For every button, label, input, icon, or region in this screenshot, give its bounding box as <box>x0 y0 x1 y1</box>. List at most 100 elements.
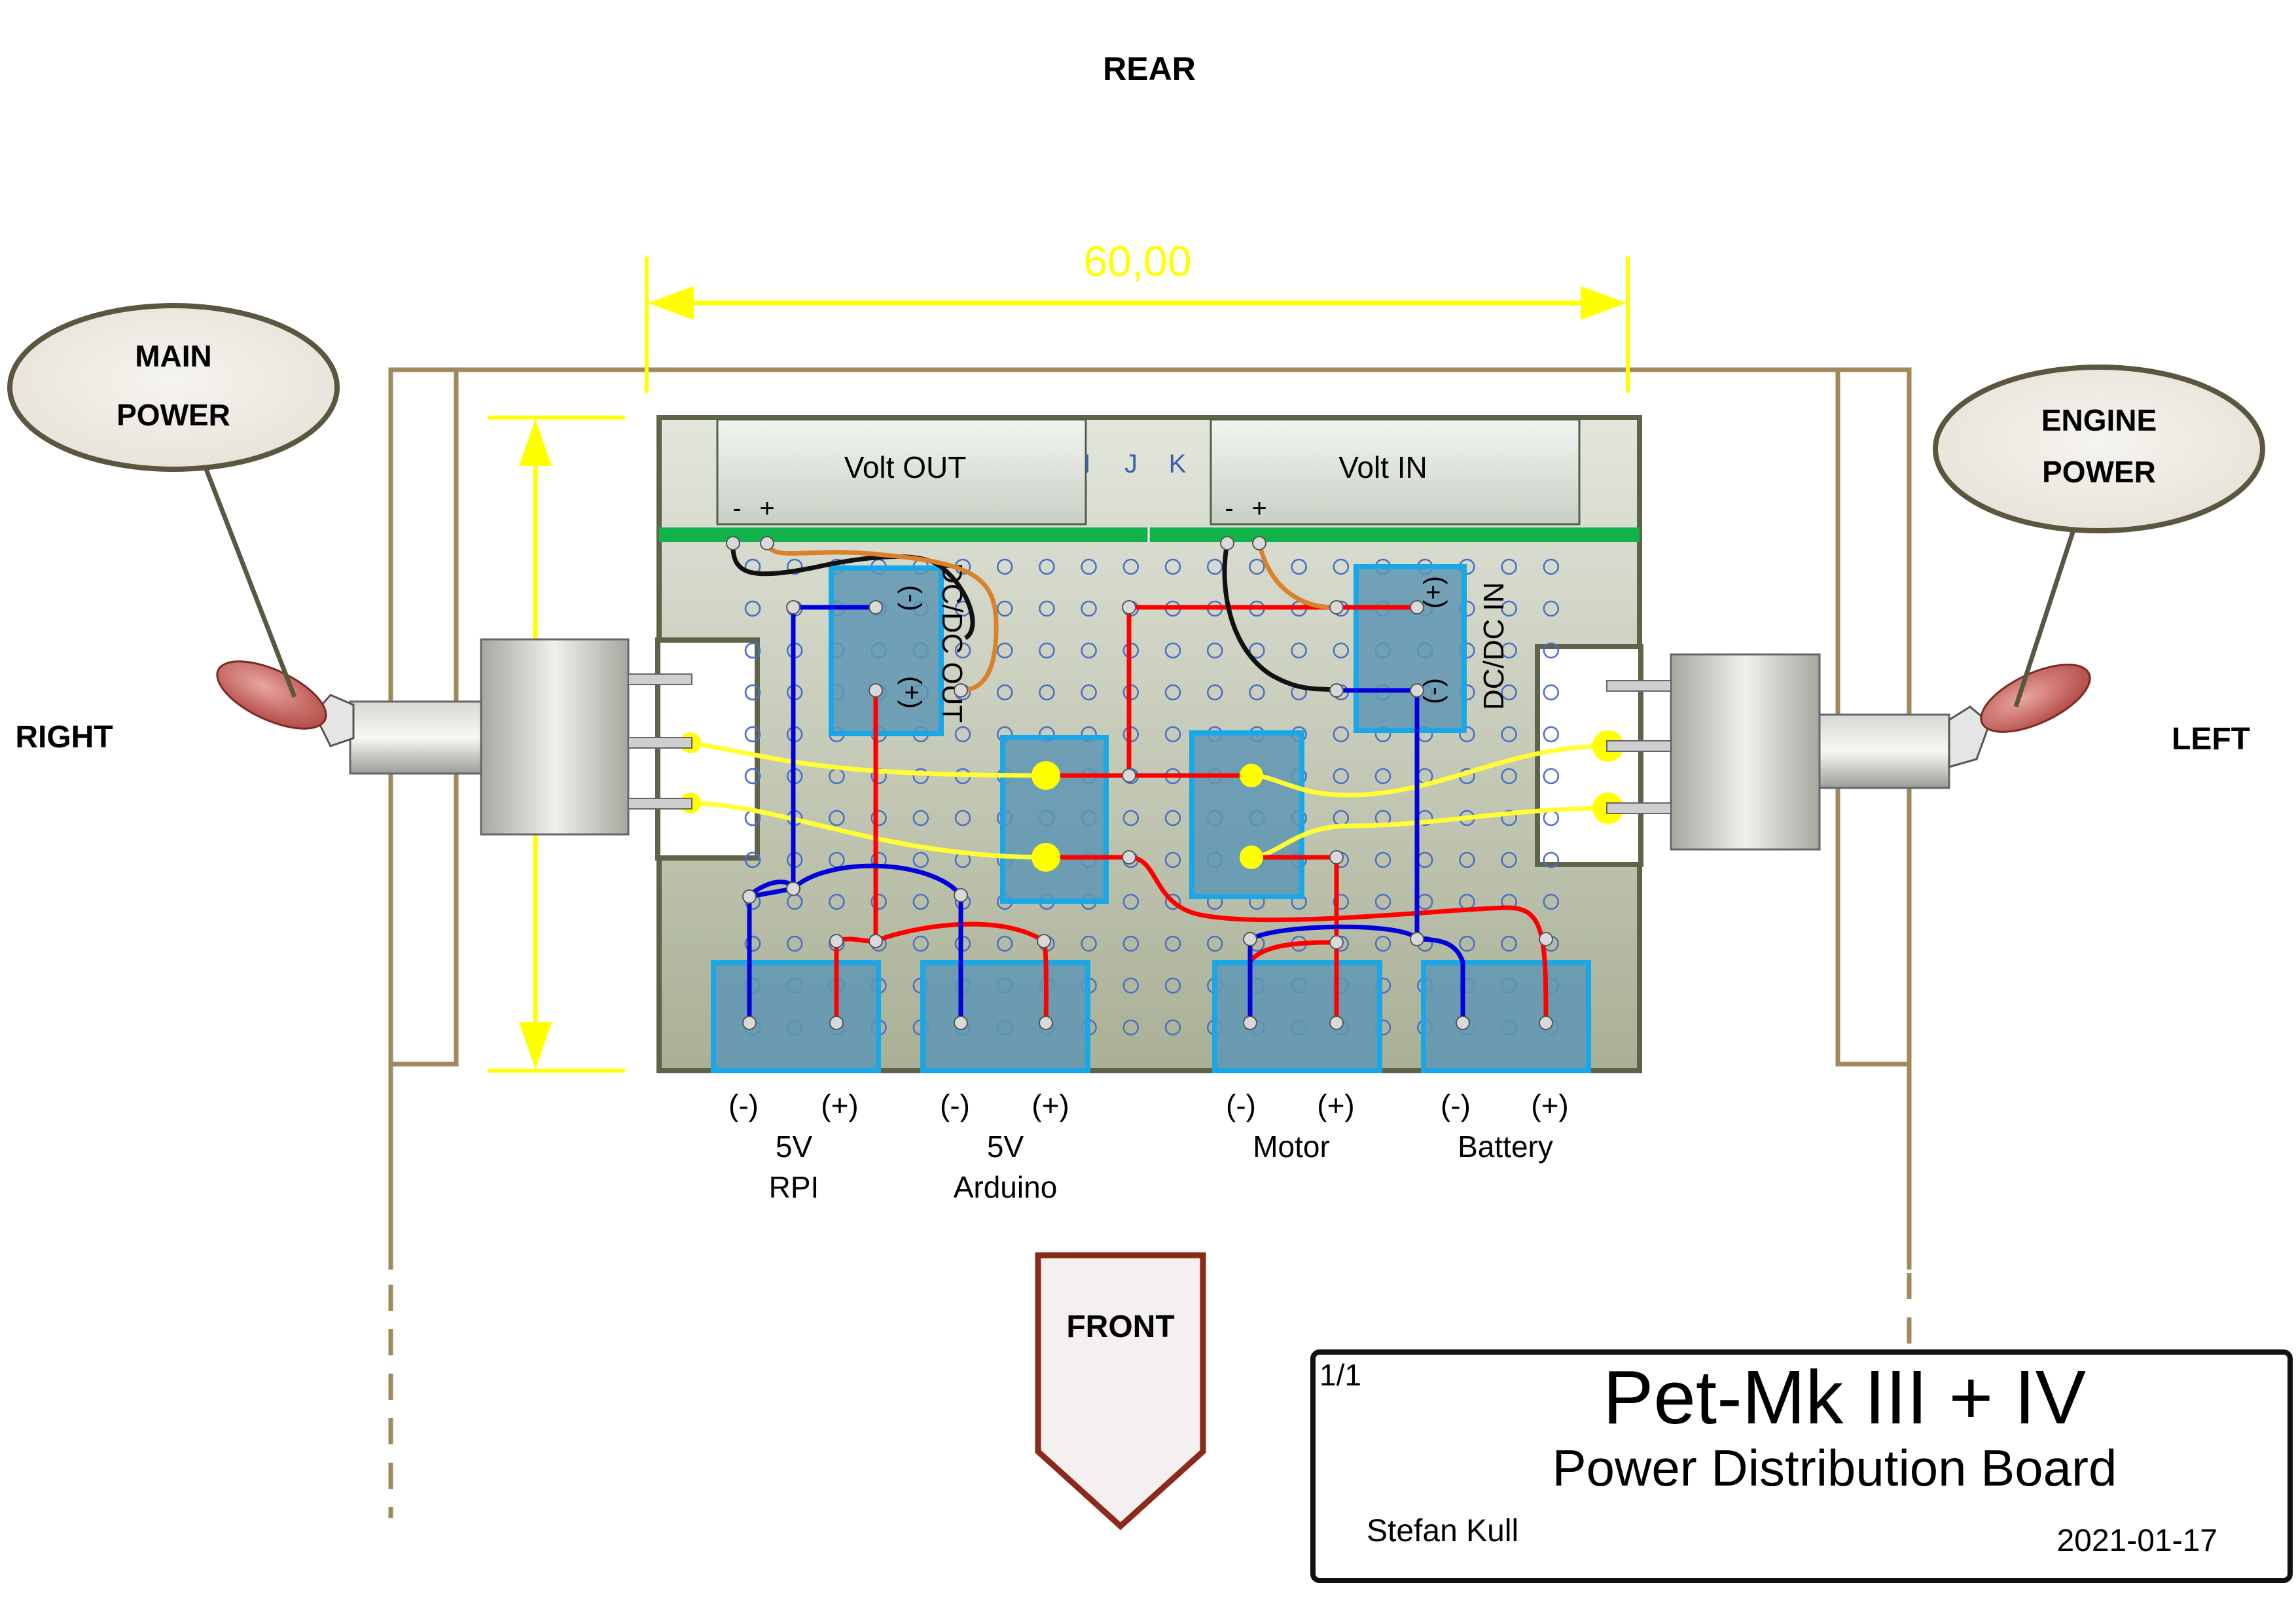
board-hole <box>1122 810 1139 827</box>
column-letter-j: J <box>1124 450 1138 478</box>
volt-out-label: Volt OUT <box>844 450 967 484</box>
drawing-title: Pet-Mk III + IV <box>1603 1355 2086 1440</box>
author: Stefan Kull <box>1367 1514 1518 1548</box>
board-hole <box>1164 935 1181 952</box>
engine-power-line1: ENGINE <box>2041 403 2157 437</box>
board-hole <box>1206 558 1223 575</box>
drawing-subtitle: Power Distribution Board <box>1552 1439 2117 1497</box>
dcdc-in-label: DC/DC IN <box>1478 582 1510 710</box>
board-hole <box>1543 558 1560 575</box>
wire-terminal <box>1243 1016 1257 1030</box>
wire-terminal <box>1410 932 1424 946</box>
wire-terminal <box>1243 932 1257 946</box>
wire-terminal <box>869 683 883 698</box>
wire-terminal <box>1037 934 1051 948</box>
board-hole <box>1206 642 1223 659</box>
board-hole <box>1543 893 1560 910</box>
rpi-voltage-label: 5V <box>776 1130 813 1164</box>
board-hole <box>1206 684 1223 701</box>
board-hole <box>1206 935 1223 952</box>
board-hole <box>1501 726 1517 743</box>
enclosure-frame <box>388 367 1912 1518</box>
motor-name-label: Motor <box>1253 1130 1330 1164</box>
left-relay-block <box>1189 730 1304 899</box>
left-label: LEFT <box>2172 722 2250 757</box>
board-hole <box>1501 684 1517 701</box>
wire-terminal <box>1329 683 1344 698</box>
board-hole <box>1164 893 1181 910</box>
board-hole <box>1164 977 1181 994</box>
board-hole <box>744 935 761 952</box>
wire-terminal <box>1252 536 1266 550</box>
main-power-toggle-lever[interactable] <box>207 648 335 743</box>
board-hole <box>1543 600 1560 617</box>
board-hole <box>912 810 929 827</box>
main-power-callout: MAIN POWER <box>7 303 340 698</box>
title-block: 1/1 Pet-Mk III + IV Power Distribution B… <box>1310 1349 2293 1583</box>
main-power-switch[interactable] <box>207 638 692 836</box>
board-hole <box>1459 935 1475 952</box>
wires-red <box>834 605 1549 1024</box>
connector-motor <box>1212 960 1382 1073</box>
wires-orange <box>764 542 1337 693</box>
engine-power-toggle-lever[interactable] <box>1971 651 2099 746</box>
dcdc-out-pin-minus: (-) <box>897 585 926 611</box>
board-hole <box>954 726 971 743</box>
engine-power-callout: ENGINE POWER <box>1933 365 2265 708</box>
dcdc-out-label: DC/DC OUT <box>936 563 968 722</box>
wire-terminal <box>786 600 800 615</box>
board-hole <box>1081 558 1097 575</box>
board-hole <box>1039 600 1055 617</box>
board-hole <box>1164 558 1181 575</box>
volt-in-meter: Volt IN - + <box>1210 418 1581 526</box>
board-hole <box>1374 851 1391 868</box>
board-hole <box>1291 642 1307 659</box>
motor-neg-label: (-) <box>1226 1088 1256 1122</box>
wire-terminal <box>1122 850 1136 865</box>
board-hole <box>1501 768 1517 785</box>
volt-out-minus: - <box>732 494 741 523</box>
volt-in-minus: - <box>1225 494 1233 523</box>
column-letter-i: I <box>1083 450 1090 478</box>
battery-name-label: Battery <box>1458 1130 1553 1164</box>
board-hole <box>1249 642 1265 659</box>
sheet-number: 1/1 <box>1319 1358 1361 1392</box>
board-hole <box>996 684 1013 701</box>
board-hole <box>1164 642 1181 659</box>
wire-terminal <box>954 1016 968 1030</box>
board-hole <box>1501 851 1517 868</box>
wire-terminal <box>1122 600 1136 615</box>
wire-terminal <box>1220 536 1234 550</box>
front-arrow: FRONT <box>1035 1252 1206 1531</box>
board-hole <box>1374 935 1391 952</box>
board-hole <box>912 893 929 910</box>
board-hole <box>1543 684 1560 701</box>
battery-neg-label: (-) <box>1441 1088 1471 1122</box>
wire-terminal <box>869 934 883 948</box>
board-hole <box>1164 851 1181 868</box>
board-hole <box>1122 893 1139 910</box>
board-hole <box>1164 1019 1181 1036</box>
front-label: FRONT <box>1066 1310 1174 1344</box>
wire-terminal <box>1539 932 1553 946</box>
wire-terminal <box>1539 1016 1553 1030</box>
wire-terminal <box>742 889 757 904</box>
wire-terminal <box>869 600 883 615</box>
board-hole <box>1081 684 1097 701</box>
engine-power-switch[interactable] <box>1606 651 2100 851</box>
board-hole <box>1543 851 1560 868</box>
wire-terminal <box>829 934 844 948</box>
width-dimension: 60,00 <box>645 237 1630 393</box>
wire-terminal <box>726 536 740 550</box>
wire-terminal <box>1329 600 1344 615</box>
board-hole <box>1164 726 1181 743</box>
board-hole <box>912 935 929 952</box>
board-hole <box>786 935 803 952</box>
right-relay-block <box>1000 735 1109 904</box>
connector-battery <box>1421 960 1591 1073</box>
engine-power-line2: POWER <box>2042 455 2156 489</box>
right-switch-slot <box>655 637 760 861</box>
wires-black <box>730 543 1337 693</box>
board-hole <box>1459 726 1475 743</box>
connector-arduino <box>920 960 1090 1073</box>
